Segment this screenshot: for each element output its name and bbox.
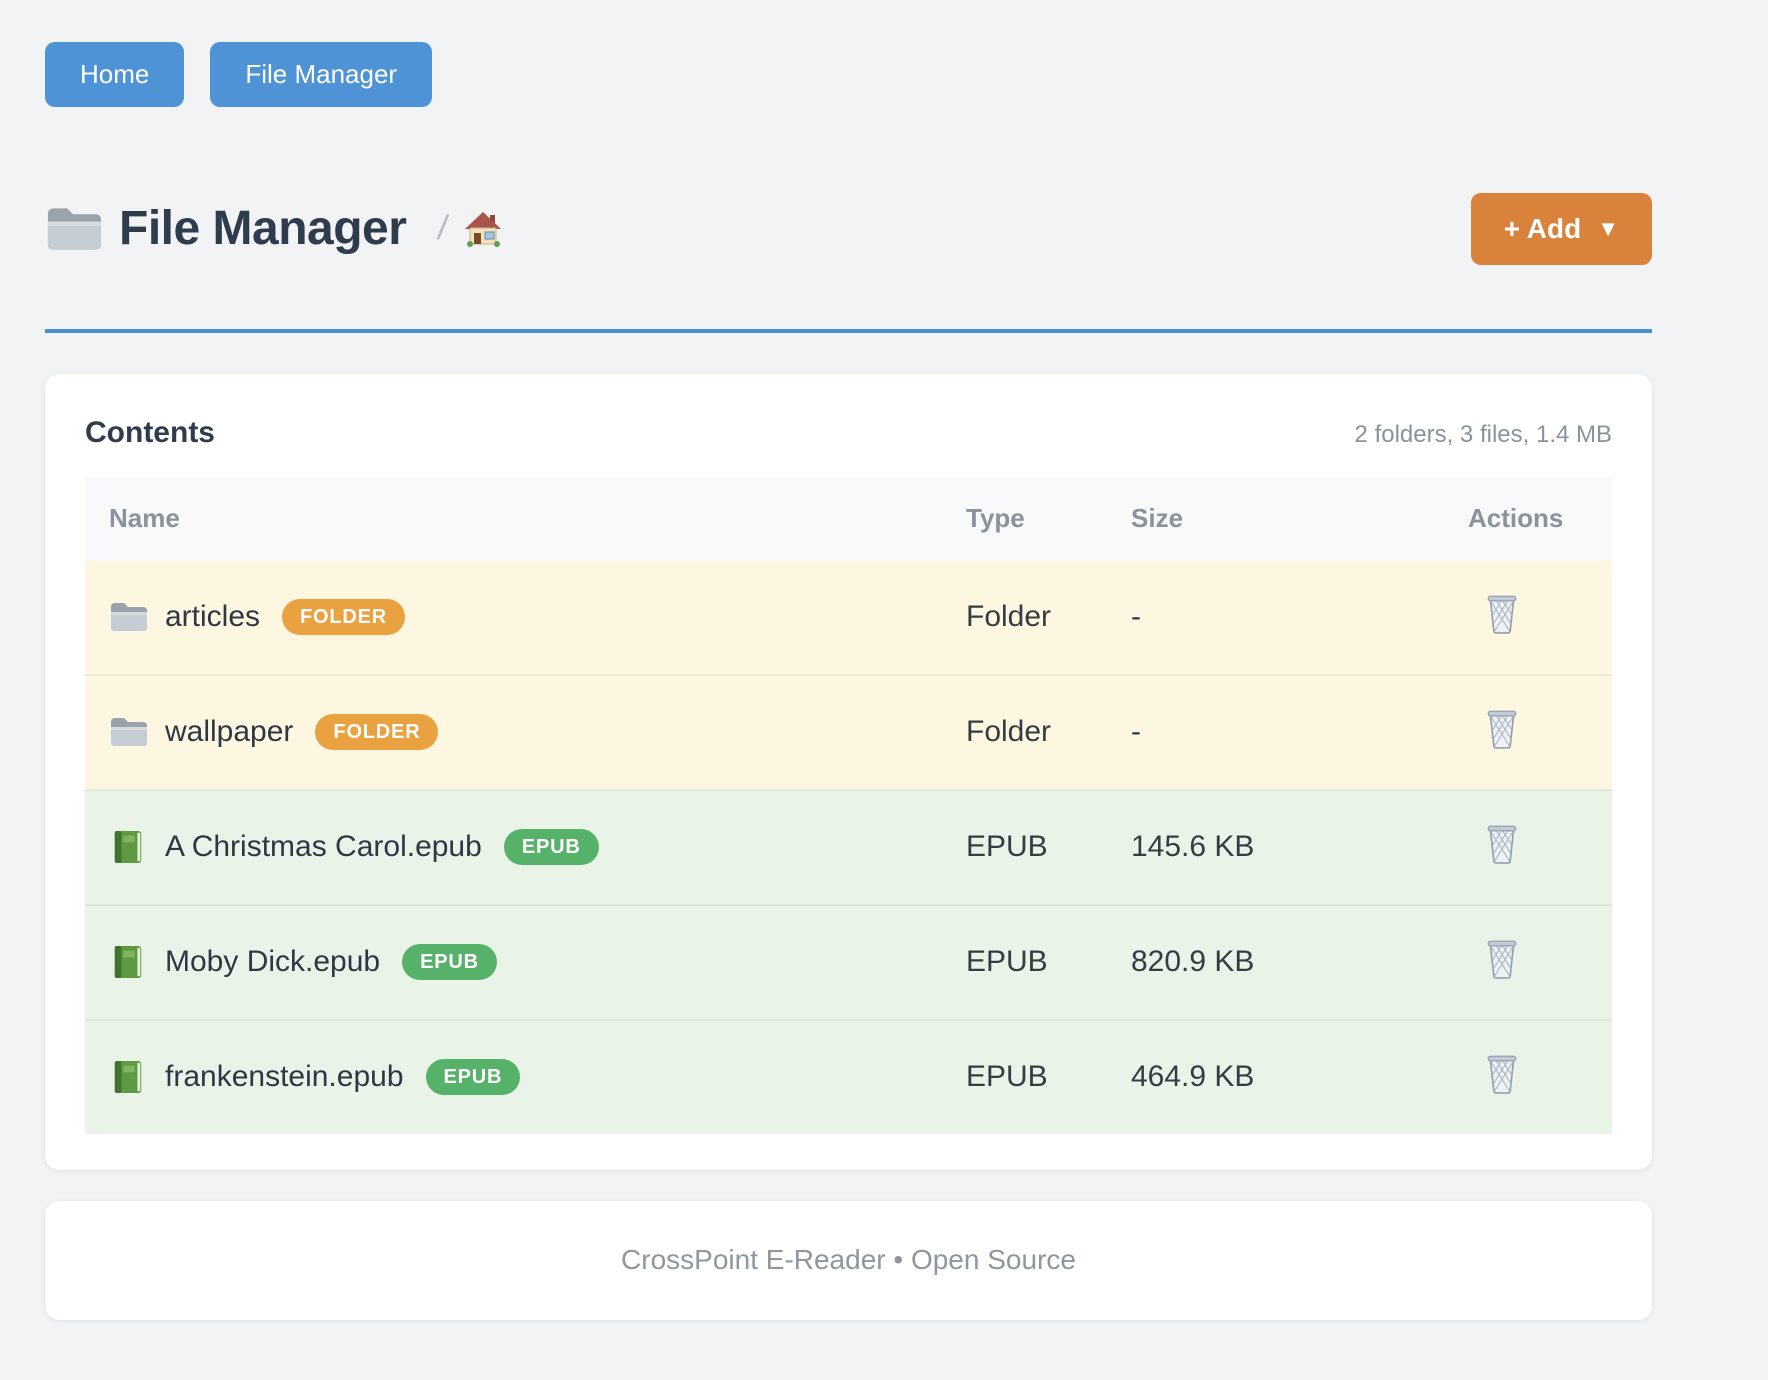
actions-cell (1444, 903, 1612, 1020)
type-cell: Folder (966, 600, 1052, 634)
file-name[interactable]: articles (165, 600, 261, 634)
file-table-body: articles FOLDER Folder - wallpaper FOLDER Fold… (85, 560, 1612, 1134)
breadcrumb-separator: / (435, 209, 451, 248)
contents-card: Contents 2 folders, 3 files, 1.4 MB Name… (45, 373, 1652, 1170)
trash-icon[interactable] (1484, 937, 1520, 979)
page-title: File Manager (119, 202, 407, 256)
actions-cell (1444, 1018, 1612, 1134)
file-manager-button[interactable]: File Manager (210, 42, 433, 107)
name-cell: Moby Dick.epub EPUB (109, 906, 942, 1019)
type-badge: EPUB (402, 944, 497, 981)
home-button[interactable]: Home (45, 42, 185, 107)
page: Home File Manager File Manager / + Add ▼… (45, 0, 1652, 1320)
footer: CrossPoint E-Reader • Open Source (45, 1200, 1652, 1320)
table-row: A Christmas Carol.epub EPUB EPUB 145.6 KB (85, 788, 1612, 905)
size-cell: 145.6 KB (1107, 788, 1444, 905)
add-button[interactable]: + Add ▼ (1470, 192, 1652, 266)
chevron-down-icon: ▼ (1597, 215, 1619, 241)
size-cell: - (1107, 673, 1444, 790)
book-icon (109, 945, 147, 979)
trash-icon[interactable] (1484, 822, 1520, 864)
type-cell: Folder (942, 673, 1107, 790)
file-table: Name Type Size Actions articles FOLDER Fol… (85, 476, 1612, 1134)
size-cell: 464.9 KB (1107, 1018, 1444, 1134)
name-cell: A Christmas Carol.epub EPUB (109, 791, 942, 904)
type-cell: EPUB (942, 903, 1107, 1020)
type-badge: FOLDER (282, 599, 406, 636)
column-header-name: Name (85, 476, 942, 561)
name-cell: articles FOLDER (109, 561, 942, 674)
file-name[interactable]: Moby Dick.epub (165, 945, 381, 979)
table-header-row: Name Type Size Actions (85, 476, 1612, 561)
column-header-actions: Actions (1444, 476, 1612, 561)
contents-card-header: Contents 2 folders, 3 files, 1.4 MB (85, 416, 1612, 450)
house-icon[interactable] (464, 210, 502, 248)
type-badge: FOLDER (315, 714, 439, 751)
breadcrumb: / (435, 209, 502, 248)
table-row: Moby Dick.epub EPUB EPUB 820.9 KB (85, 903, 1612, 1020)
table-row: frankenstein.epub EPUB EPUB 464.9 KB (85, 1018, 1612, 1134)
actions-cell (1444, 673, 1612, 790)
table-row: articles FOLDER Folder - (85, 560, 1612, 675)
type-badge: EPUB (425, 1059, 521, 1096)
type-badge: EPUB (503, 829, 599, 866)
file-name[interactable]: frankenstein.epub (165, 1060, 404, 1094)
file-name[interactable]: wallpaper (165, 715, 294, 749)
name-cell: frankenstein.epub EPUB (109, 1021, 942, 1134)
add-button-label: + Add (1503, 212, 1582, 244)
footer-text: CrossPoint E-Reader • Open Source (621, 1244, 1076, 1276)
trash-icon[interactable] (1484, 592, 1520, 634)
top-nav: Home File Manager (45, 42, 1652, 107)
actions-cell (1444, 788, 1612, 905)
column-header-type: Type (942, 476, 1107, 561)
size-cell: - (1131, 600, 1141, 634)
actions-cell (1444, 561, 1612, 675)
table-row: wallpaper FOLDER Folder - (85, 673, 1612, 790)
size-cell: 820.9 KB (1107, 903, 1444, 1020)
file-name[interactable]: A Christmas Carol.epub (165, 830, 482, 864)
book-icon (109, 1060, 147, 1094)
name-cell: wallpaper FOLDER (109, 676, 942, 789)
type-cell: EPUB (942, 1018, 1107, 1134)
trash-icon[interactable] (1484, 1052, 1520, 1094)
folder-icon (109, 715, 147, 749)
page-header: File Manager / + Add ▼ (45, 192, 1652, 266)
column-header-size: Size (1107, 476, 1444, 561)
header-divider (45, 328, 1652, 333)
book-icon (109, 830, 147, 864)
trash-icon[interactable] (1484, 707, 1520, 749)
folder-icon (45, 205, 101, 253)
contents-summary: 2 folders, 3 files, 1.4 MB (1354, 420, 1612, 448)
contents-title: Contents (85, 415, 215, 449)
type-cell: EPUB (942, 788, 1107, 905)
folder-icon (109, 600, 147, 634)
